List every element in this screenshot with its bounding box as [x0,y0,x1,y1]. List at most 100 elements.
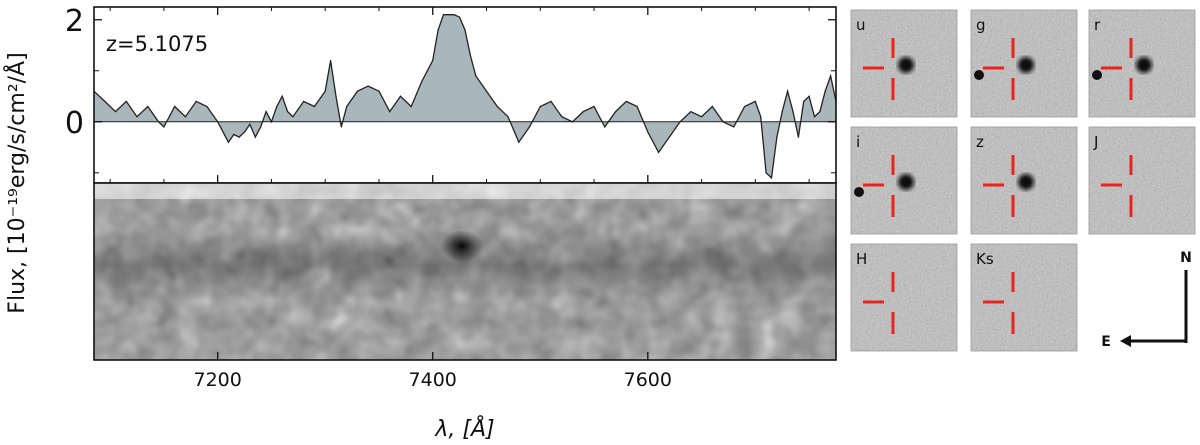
thumbnail-label: r [1094,16,1101,34]
thumbnail-label: Ks [976,250,994,268]
thumbnail-u: u [850,9,958,118]
flux-point [254,136,256,138]
x-tick-label: 7600 [624,369,672,391]
flux-point [281,95,283,97]
flux-point [781,111,783,113]
flux-point [711,105,713,108]
thumbnail-H: H [850,243,958,352]
flux-point [658,151,660,153]
x-tick-label: 7400 [409,369,457,391]
flux-point [313,105,315,108]
flux-point [244,131,246,133]
flux-point [636,105,638,108]
flux-point [249,123,251,125]
flux-point [776,136,778,138]
flux-point [561,116,563,118]
flux-point [475,75,477,77]
flux-point [437,29,439,31]
north-label: N [1180,250,1192,266]
flux-point [824,90,826,92]
thumbnail-label: u [856,16,866,34]
thumbnail-frame [1088,126,1196,235]
flux-point [238,136,240,138]
neighbor-star [854,187,864,197]
x-tick-label: 7200 [193,369,241,391]
flux-point [114,111,117,113]
flux-point [378,90,380,92]
thumbnail-frame [970,9,1078,118]
flux-point [830,75,832,77]
thumbnail-frame [850,243,958,352]
flux-point [615,111,617,113]
y-axis-label: Flux, [10⁻¹⁹erg/s/cm²/Å] [3,52,30,313]
y-tick-label: 0 [65,106,84,141]
flux-point [367,85,369,87]
spectrum-2d-ticks: 7200 7400 7600 [193,352,672,391]
flux-point [539,105,541,108]
thumbnail-noise [1089,127,1195,234]
thumbnail-noise [851,244,957,351]
flux-point [104,100,106,102]
flux-point [287,111,289,113]
spectrum-panel: 0 2 z=5.1075 [65,4,837,184]
flux-point [432,60,434,62]
flux-point [797,136,800,138]
flux-point [792,111,794,113]
thumbnail-frame [1088,9,1196,118]
thumbnail-label: z [976,133,984,151]
flux-point [453,14,455,16]
flux-point [335,95,337,97]
compass: N E [1101,250,1192,350]
flux-point [303,100,305,102]
flux-point [292,116,294,118]
flux-point [346,105,348,108]
thumbnail-Ks: Ks [970,243,1078,352]
source-blob [898,57,914,73]
flux-point [518,141,520,143]
thumbnail-noise [971,244,1077,351]
flux-point [528,126,531,128]
flux-point [421,80,423,82]
flux-point [668,136,670,138]
thumbnail-frame [970,126,1078,235]
flux-point [410,105,412,108]
spectrum-2d-panel: 7200 7400 7600 [93,182,837,391]
thumbnail-r: r [1088,9,1196,118]
flux-point [496,105,498,108]
flux-point [770,177,773,179]
flux-point [227,141,229,143]
source-blob [1136,57,1152,73]
flux-point [195,100,197,102]
y-tick-label: 2 [65,4,84,39]
flux-point [787,90,789,92]
flux-point [206,105,208,108]
flux-point [593,105,595,108]
source-blob [1018,57,1034,73]
flux-point [448,14,450,16]
flux-point [265,111,267,113]
flux-point [604,126,606,128]
thumbnail-label: g [976,16,986,34]
flux-point [464,29,466,31]
flux-point [260,126,262,128]
flux-point [459,16,461,18]
thumbnail-label: i [856,133,860,151]
flux-point [136,116,138,118]
flux-point [647,131,649,133]
flux-point [625,100,627,102]
flux-point [276,105,278,108]
thumbnail-z: z [970,126,1078,235]
flux-point [582,111,584,113]
flux-line [93,14,837,180]
east-arrowhead-icon [1120,335,1131,347]
flux-point [340,126,342,128]
flux-point [808,95,810,97]
flux-point [125,100,127,102]
thumbnail-g: g [970,9,1078,118]
flux-point [174,105,176,108]
thumbnail-J: J [1088,126,1196,235]
flux-point [819,111,821,113]
flux-point [550,100,552,102]
flux-point [760,116,762,118]
